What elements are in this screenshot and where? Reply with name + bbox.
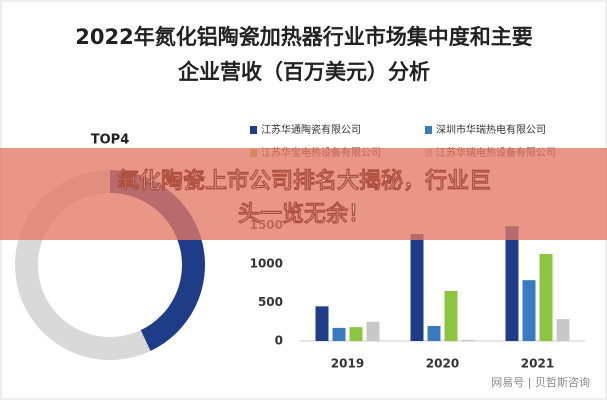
bar <box>539 253 553 341</box>
banner-text: 头一览无余！ <box>238 201 370 227</box>
bar <box>444 290 458 341</box>
bar <box>332 327 346 341</box>
legend-label: 深圳市华瑞热电有限公司 <box>436 123 546 136</box>
x-tick-label: 2019 <box>331 357 364 371</box>
pie-title: TOP4 <box>91 133 130 148</box>
x-tick-label: 2021 <box>521 357 554 371</box>
title-line: 2022年氮化铝陶瓷加热器行业市场集中度和主要 <box>75 25 532 49</box>
banner-text: 氧化陶瓷上市公司排名大揭秘，行业巨 <box>116 168 491 194</box>
bar <box>461 339 475 341</box>
legend-swatch <box>250 126 257 134</box>
bar <box>366 321 380 341</box>
title-line: 企业营收（百万美元）分析 <box>177 60 430 84</box>
bar <box>556 319 570 341</box>
bar <box>410 233 424 341</box>
bar <box>349 327 363 341</box>
bar <box>315 306 329 341</box>
banner-bg <box>0 148 607 240</box>
y-tick-label: 1000 <box>250 257 283 271</box>
bar <box>522 280 536 341</box>
watermark: 网易号 | 贝哲斯咨询 <box>491 375 590 389</box>
legend-swatch <box>425 126 432 134</box>
legend-label: 江苏华通陶瓷有限公司 <box>261 123 361 136</box>
bar <box>505 226 519 341</box>
y-tick-label: 0 <box>275 334 283 348</box>
y-tick-label: 500 <box>258 295 283 309</box>
bar <box>427 325 441 341</box>
x-tick-label: 2020 <box>426 357 459 371</box>
